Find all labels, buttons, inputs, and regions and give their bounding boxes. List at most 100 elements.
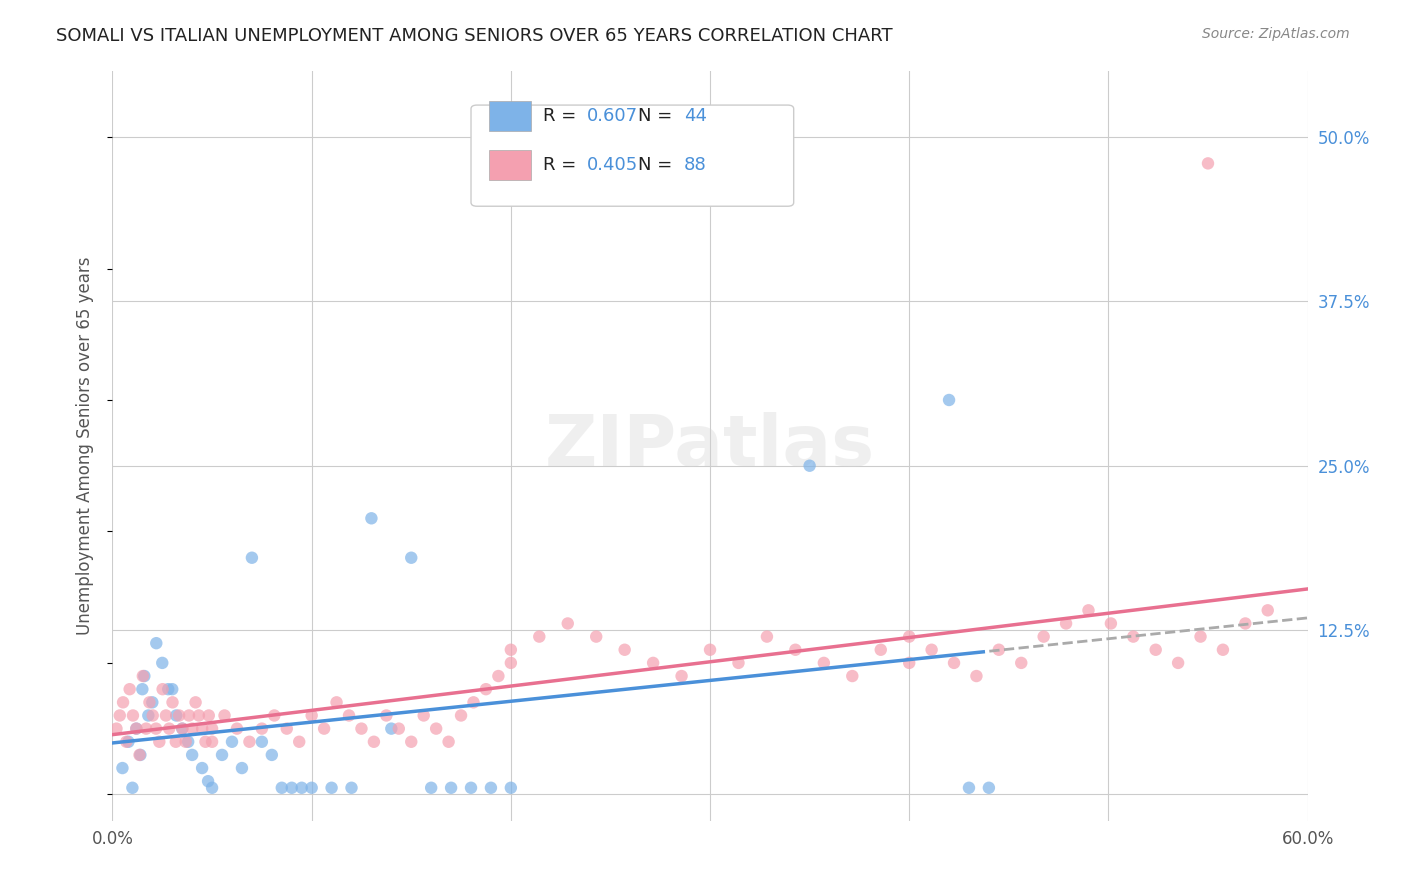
FancyBboxPatch shape bbox=[489, 102, 531, 131]
Italians bbox=[412, 708, 434, 723]
Italians bbox=[965, 669, 987, 683]
Italians bbox=[437, 735, 460, 749]
Italians bbox=[263, 708, 285, 723]
Somalis bbox=[401, 550, 423, 565]
Italians bbox=[214, 708, 236, 723]
Italians bbox=[197, 708, 219, 723]
Somalis bbox=[121, 780, 143, 795]
Italians bbox=[132, 669, 155, 683]
Somalis bbox=[380, 722, 402, 736]
Italians bbox=[987, 642, 1010, 657]
Italians bbox=[401, 735, 423, 749]
Somalis bbox=[141, 695, 163, 709]
Italians bbox=[557, 616, 579, 631]
Somalis bbox=[440, 780, 463, 795]
Italians bbox=[194, 735, 217, 749]
Text: Source: ZipAtlas.com: Source: ZipAtlas.com bbox=[1202, 27, 1350, 41]
Italians bbox=[921, 642, 943, 657]
Italians bbox=[250, 722, 273, 736]
Italians bbox=[1054, 616, 1077, 631]
Text: ZIPatlas: ZIPatlas bbox=[546, 411, 875, 481]
Italians bbox=[869, 642, 891, 657]
Italians bbox=[1189, 630, 1212, 644]
Text: N =: N = bbox=[638, 156, 678, 174]
Text: 44: 44 bbox=[683, 107, 707, 125]
Somalis bbox=[360, 511, 382, 525]
Y-axis label: Unemployment Among Seniors over 65 years: Unemployment Among Seniors over 65 years bbox=[76, 257, 94, 635]
Text: 0.405: 0.405 bbox=[586, 156, 638, 174]
Somalis bbox=[145, 636, 167, 650]
Somalis bbox=[201, 780, 224, 795]
Somalis bbox=[157, 682, 180, 697]
Somalis bbox=[211, 747, 233, 762]
Italians bbox=[841, 669, 863, 683]
Italians bbox=[1032, 630, 1054, 644]
Italians bbox=[1212, 642, 1234, 657]
Italians bbox=[184, 695, 207, 709]
Italians bbox=[898, 656, 921, 670]
Somalis bbox=[250, 735, 273, 749]
Italians bbox=[288, 735, 311, 749]
Italians bbox=[1234, 616, 1257, 631]
Italians bbox=[187, 708, 209, 723]
Text: 0.607: 0.607 bbox=[586, 107, 638, 125]
Somalis bbox=[281, 780, 304, 795]
Italians bbox=[301, 708, 323, 723]
Italians bbox=[337, 708, 360, 723]
Italians bbox=[643, 656, 665, 670]
Italians bbox=[499, 656, 522, 670]
Somalis bbox=[111, 761, 134, 775]
Italians bbox=[1099, 616, 1122, 631]
Somalis bbox=[260, 747, 283, 762]
Somalis bbox=[117, 735, 139, 749]
Somalis bbox=[301, 780, 323, 795]
Somalis bbox=[172, 722, 194, 736]
Italians bbox=[157, 722, 180, 736]
Italians bbox=[148, 735, 170, 749]
Italians bbox=[115, 735, 138, 749]
Italians bbox=[191, 722, 214, 736]
Italians bbox=[499, 642, 522, 657]
Italians bbox=[325, 695, 347, 709]
Italians bbox=[475, 682, 498, 697]
Italians bbox=[671, 669, 693, 683]
Text: 88: 88 bbox=[683, 156, 706, 174]
Text: R =: R = bbox=[543, 107, 582, 125]
Italians bbox=[122, 708, 145, 723]
Somalis bbox=[131, 682, 153, 697]
Italians bbox=[375, 708, 398, 723]
Somalis bbox=[177, 735, 200, 749]
Somalis bbox=[181, 747, 204, 762]
Somalis bbox=[340, 780, 363, 795]
Italians bbox=[813, 656, 835, 670]
Somalis bbox=[977, 780, 1000, 795]
Somalis bbox=[321, 780, 343, 795]
Italians bbox=[162, 695, 184, 709]
Italians bbox=[145, 722, 167, 736]
Italians bbox=[1077, 603, 1099, 617]
Somalis bbox=[270, 780, 292, 795]
Italians bbox=[108, 708, 131, 723]
Italians bbox=[112, 695, 135, 709]
Text: SOMALI VS ITALIAN UNEMPLOYMENT AMONG SENIORS OVER 65 YEARS CORRELATION CHART: SOMALI VS ITALIAN UNEMPLOYMENT AMONG SEN… bbox=[56, 27, 893, 45]
Text: N =: N = bbox=[638, 107, 678, 125]
Somalis bbox=[291, 780, 314, 795]
Italians bbox=[138, 695, 160, 709]
Italians bbox=[463, 695, 485, 709]
Italians bbox=[1197, 156, 1219, 170]
Italians bbox=[486, 669, 509, 683]
Italians bbox=[785, 642, 807, 657]
Somalis bbox=[460, 780, 482, 795]
Somalis bbox=[499, 780, 522, 795]
Italians bbox=[105, 722, 128, 736]
Somalis bbox=[125, 722, 148, 736]
Italians bbox=[167, 708, 190, 723]
Italians bbox=[155, 708, 177, 723]
Somalis bbox=[134, 669, 156, 683]
Italians bbox=[699, 642, 721, 657]
Somalis bbox=[938, 392, 960, 407]
Italians bbox=[1010, 656, 1032, 670]
Italians bbox=[1167, 656, 1189, 670]
Italians bbox=[201, 735, 224, 749]
Somalis bbox=[162, 682, 183, 697]
